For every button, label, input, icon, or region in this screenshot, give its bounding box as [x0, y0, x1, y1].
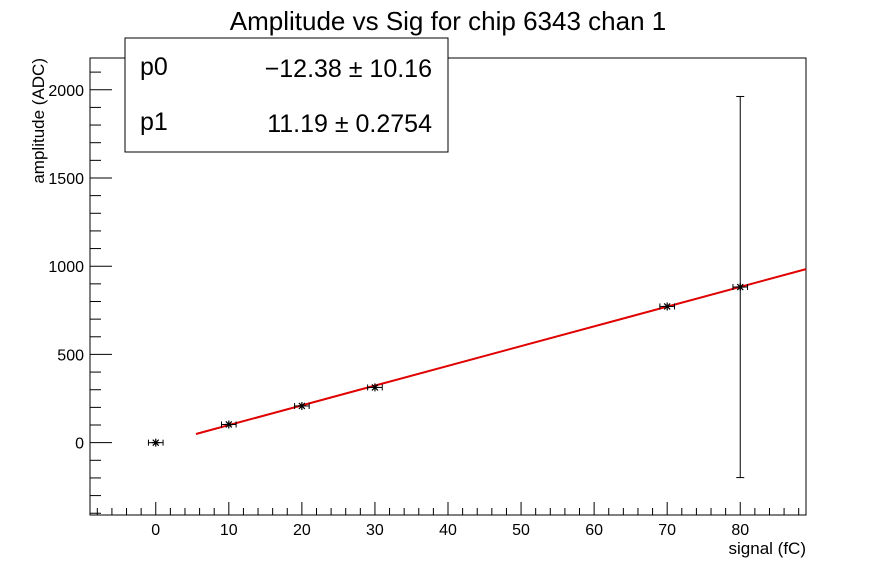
point-marker — [297, 401, 306, 410]
x-tick-label: 30 — [366, 522, 384, 539]
data-point — [147, 438, 164, 447]
point-marker — [736, 283, 745, 292]
x-tick-label: 60 — [585, 522, 603, 539]
point-marker — [224, 420, 233, 429]
x-axis: 0 10 20 30 40 50 60 70 80 — [96, 502, 800, 539]
y-tick-label: 500 — [57, 347, 84, 364]
y-tick-label: 0 — [75, 436, 84, 453]
y-axis: 0 500 1000 1500 2000 — [48, 71, 112, 514]
x-tick-label: 80 — [731, 522, 749, 539]
x-tick-label: 10 — [220, 522, 238, 539]
data-point — [294, 401, 310, 410]
stats-param-p1-name: p1 — [140, 108, 168, 136]
data-point — [221, 420, 237, 429]
y-tick-label: 1000 — [48, 259, 84, 276]
x-tick-label: 50 — [512, 522, 530, 539]
x-tick-label: 0 — [151, 522, 160, 539]
stats-box-frame — [124, 37, 449, 153]
point-marker — [370, 383, 379, 392]
point-marker — [663, 302, 672, 311]
points-layer — [147, 95, 749, 479]
x-axis-label: signal (fC) — [729, 539, 806, 558]
stats-param-p0-name: p0 — [140, 53, 168, 81]
point-marker — [151, 438, 160, 447]
x-tick-label: 20 — [293, 522, 311, 539]
fit-layer — [195, 268, 807, 435]
chart-title: Amplitude vs Sig for chip 6343 chan 1 — [230, 6, 666, 36]
y-tick-label: 1500 — [48, 171, 84, 188]
y-axis-label: amplitude (ADC) — [29, 58, 48, 184]
data-point — [732, 95, 749, 479]
data-point — [367, 383, 383, 392]
data-point — [659, 302, 675, 311]
stats-box: p0 −12.38 ± 10.16 p1 11.19 ± 0.2754 — [124, 37, 449, 153]
y-tick-label: 2000 — [48, 83, 84, 100]
fit-line — [195, 268, 807, 435]
x-tick-label: 70 — [658, 522, 676, 539]
x-tick-label: 40 — [439, 522, 457, 539]
stats-param-p1-value: 11.19 ± 0.2754 — [267, 110, 432, 138]
stats-param-p0-value: −12.38 ± 10.16 — [265, 55, 432, 83]
